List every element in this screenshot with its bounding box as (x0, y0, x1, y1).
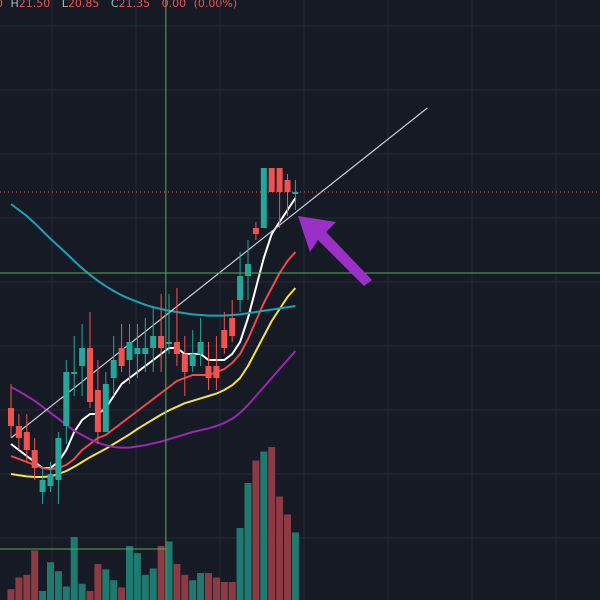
legend-open-fragment: 0 (0, 0, 3, 10)
volume-bar (110, 580, 118, 600)
volume-bar (7, 589, 15, 600)
legend-high-value: 21.50 (18, 0, 51, 10)
volume-bar (276, 496, 284, 600)
volume-bar (102, 569, 110, 600)
candle-body (221, 330, 228, 348)
candle-body (71, 372, 78, 374)
candle-body (292, 192, 299, 194)
candle-body (276, 168, 283, 192)
candle-body (268, 168, 275, 192)
candle-body (102, 384, 109, 432)
volume-bar (31, 550, 39, 600)
volume-bar (157, 546, 165, 600)
volume-bar (181, 574, 189, 600)
candle-body (252, 228, 259, 234)
candle-body (229, 318, 236, 336)
volume-bar (236, 528, 244, 600)
ohlc-legend: 0 H21.50 L20.85 C21.35 0.00 (0.00%) (0, 0, 241, 12)
annotation-arrow-icon (298, 216, 372, 286)
candle-body (110, 360, 117, 378)
volume-bar (15, 577, 23, 600)
candle-body (126, 342, 133, 360)
volume-bar (47, 562, 54, 600)
volume-bar (54, 571, 62, 600)
volume-bar (23, 574, 31, 600)
candle-body (173, 342, 180, 354)
volume-bar (133, 553, 141, 600)
volume-bar (268, 447, 276, 600)
volume-bar (220, 582, 228, 600)
volume-bar (86, 591, 94, 600)
volume-bar (141, 574, 149, 600)
volume-bar (78, 583, 86, 600)
volume-bar (291, 532, 299, 600)
volume-bar (118, 587, 126, 600)
candle-body (166, 342, 172, 344)
volume-bar (260, 451, 268, 600)
volume-bar (62, 586, 70, 600)
candle-body (158, 336, 165, 348)
volume-bar (205, 573, 212, 600)
candle-body (47, 474, 54, 486)
candle-body (205, 366, 212, 378)
candle-body (23, 432, 30, 450)
candle-body (55, 438, 62, 480)
legend-low-label: L (61, 0, 68, 10)
legend-change-value: 0.00 (161, 0, 187, 10)
volume-bar (126, 546, 133, 600)
moving-average-line-purple (10, 350, 297, 449)
candle-body (15, 426, 22, 438)
volume-bar (244, 483, 252, 600)
candle-body (189, 354, 196, 366)
candle-body (63, 372, 70, 426)
candle-body (39, 480, 46, 492)
candle-body (284, 180, 291, 192)
candle-body (142, 348, 149, 354)
legend-close-label: C (110, 0, 119, 10)
candle-body (260, 168, 267, 228)
candle-body (31, 450, 38, 468)
legend-low-value: 20.85 (67, 0, 100, 10)
volume-bar (197, 573, 205, 600)
volume-bar (252, 460, 260, 600)
volume-bar (173, 564, 181, 600)
volume-bar (212, 577, 220, 600)
candle-body (79, 348, 86, 366)
candle-body (118, 348, 125, 366)
volume-bar (228, 582, 236, 600)
candle-body (8, 408, 14, 426)
candle-body (150, 336, 157, 348)
candle-body (181, 354, 188, 372)
candle-body (134, 348, 141, 354)
legend-change-percent: (0.00%) (193, 0, 238, 10)
candle-body (197, 342, 204, 354)
candle-body (237, 276, 244, 300)
volume-bar (70, 537, 78, 600)
volume-bar (149, 568, 157, 600)
volume-bar (39, 591, 47, 600)
volume-bar (165, 541, 173, 600)
candle-body (87, 348, 93, 402)
legend-high-label: H (10, 0, 19, 10)
volume-bar (189, 580, 197, 600)
legend-close-value: 21.35 (118, 0, 151, 10)
volume-bar (94, 564, 102, 600)
volume-bar (284, 514, 291, 600)
candle-body (94, 390, 101, 432)
candle-body (213, 366, 220, 378)
candle-body (245, 264, 251, 276)
